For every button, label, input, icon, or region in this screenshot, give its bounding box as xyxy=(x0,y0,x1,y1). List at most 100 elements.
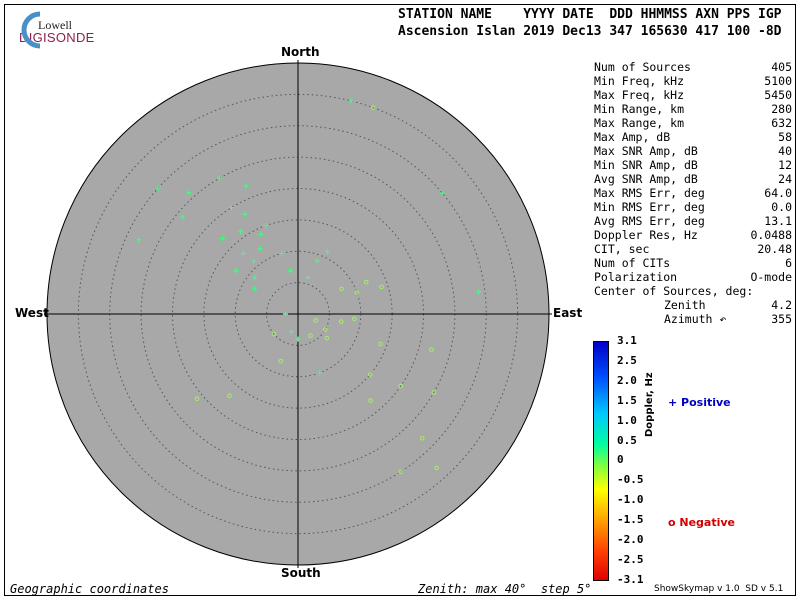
logo-digisonde-text: DIGISONDE xyxy=(19,30,95,45)
stat-label: Min SNR Amp, dB xyxy=(594,158,698,172)
stat-row: Zenith 4.2 xyxy=(594,298,792,312)
source-point-negative xyxy=(429,347,434,353)
stat-label: Max SNR Amp, dB xyxy=(594,144,698,158)
source-point-positive xyxy=(258,231,264,237)
stat-value: 20.48 xyxy=(757,242,792,256)
digisonde-logo-icon xyxy=(21,11,41,49)
colorbar-tick-label: 0.5 xyxy=(617,433,637,447)
stat-row: Avg SNR Amp, dB 24 xyxy=(594,172,792,186)
header-values: Ascension Islan 2019 Dec13 347 165630 41… xyxy=(398,24,782,39)
stat-label: Center of Sources, deg: xyxy=(594,284,754,298)
stat-row: Min Freq, kHz 5100 xyxy=(594,74,792,88)
stats-panel: Num of Sources 405 Min Freq, kHz 5100 Max Fr… xyxy=(594,60,792,326)
source-point-negative xyxy=(378,341,383,347)
stat-value: 13.1 xyxy=(764,214,792,228)
source-points xyxy=(136,98,482,475)
colorbar-tick-label: 2.5 xyxy=(617,353,637,367)
source-point-negative xyxy=(322,327,328,332)
stat-row: CIT, sec 20.48 xyxy=(594,242,792,256)
stat-value: 280 xyxy=(771,102,792,116)
stat-value: 5450 xyxy=(764,88,792,102)
stat-value: 40 xyxy=(778,144,792,158)
stat-label: Avg RMS Err, deg xyxy=(594,214,705,228)
stat-row: Center of Sources, deg: xyxy=(594,284,792,298)
colorbar-tick-label: 0 xyxy=(617,453,624,467)
source-point-positive xyxy=(476,289,482,295)
stat-label: Min Freq, kHz xyxy=(594,74,685,88)
source-point-positive xyxy=(305,275,311,281)
source-point-negative xyxy=(194,396,200,402)
source-point-negative xyxy=(271,331,277,337)
stat-row: Doppler Res, Hz 0.0488 xyxy=(594,228,792,242)
stat-row: Min Range, km 280 xyxy=(594,102,792,116)
source-point-positive xyxy=(439,190,445,196)
source-point-negative xyxy=(370,105,376,110)
stat-row: Max Amp, dB 58 xyxy=(594,130,792,144)
stat-value: 58 xyxy=(778,130,792,144)
stat-value: 64.0 xyxy=(764,186,792,200)
stat-row: Num of CITs 6 xyxy=(594,256,792,270)
stat-label: Azimuth ↶ xyxy=(664,312,727,326)
source-point-positive xyxy=(180,214,186,220)
stat-row: Min SNR Amp, dB 12 xyxy=(594,158,792,172)
source-point-positive xyxy=(263,223,269,229)
source-point-positive xyxy=(295,336,301,342)
stat-value: 632 xyxy=(771,116,792,130)
stat-label: Zenith xyxy=(664,298,706,312)
source-point-negative xyxy=(434,465,439,471)
stat-label: Min Range, km xyxy=(594,102,685,116)
source-point-positive xyxy=(287,268,293,274)
direction-east: East xyxy=(553,306,583,320)
stat-row: Max RMS Err, deg 64.0 xyxy=(594,186,792,200)
source-point-negative xyxy=(431,390,437,395)
source-point-positive xyxy=(316,370,322,376)
zenith-rings xyxy=(44,60,552,568)
header-columns: STATION NAME YYYY DATE DDD HHMMSS AXN PP… xyxy=(398,7,782,22)
stat-value: 355 xyxy=(771,312,792,326)
colorbar-tick-label: 2.0 xyxy=(617,373,637,387)
legend-positive: + Positive xyxy=(668,396,731,409)
source-point-positive xyxy=(243,183,249,189)
colorbar-title: Doppler, Hz xyxy=(644,372,655,437)
stat-label: Num of CITs xyxy=(594,256,671,270)
source-point-negative xyxy=(324,335,330,341)
source-point-positive xyxy=(240,250,246,256)
source-point-negative xyxy=(398,383,404,389)
source-point-negative xyxy=(398,469,403,475)
stat-label: Max RMS Err, deg xyxy=(594,186,705,200)
source-point-positive xyxy=(186,190,192,196)
source-point-positive xyxy=(136,237,142,243)
source-point-negative xyxy=(419,435,425,441)
stat-row: Azimuth ↶ 355 xyxy=(594,312,792,326)
source-point-negative xyxy=(363,279,369,285)
colorbar-tick-label: 3.1 xyxy=(617,334,637,347)
source-point-negative xyxy=(338,319,344,324)
stat-label: Max Freq, kHz xyxy=(594,88,685,102)
source-point-positive xyxy=(220,236,226,242)
colorbar-tick-label: -2.5 xyxy=(617,552,644,566)
stat-value: 0.0488 xyxy=(750,228,792,242)
stat-row: Max SNR Amp, dB 40 xyxy=(594,144,792,158)
source-point-positive xyxy=(257,246,263,252)
source-point-positive xyxy=(228,205,234,211)
stat-label: Max Range, km xyxy=(594,116,685,130)
stat-row: Min RMS Err, deg 0.0 xyxy=(594,200,792,214)
stat-value: O-mode xyxy=(750,270,792,284)
stat-label: CIT, sec xyxy=(594,242,650,256)
source-point-positive xyxy=(237,229,243,235)
footer-coordinates: Geographic coordinates xyxy=(10,582,169,596)
source-point-positive xyxy=(242,211,248,217)
stat-value: 405 xyxy=(771,60,792,74)
colorbar-tick-label: -2.0 xyxy=(617,533,644,546)
stat-label: Avg SNR Amp, dB xyxy=(594,172,698,186)
colorbar-tick-label: -0.5 xyxy=(617,473,644,487)
colorbar-tick-label: -1.5 xyxy=(617,513,644,527)
stat-row: Avg RMS Err, deg 13.1 xyxy=(594,214,792,228)
stat-value: 5100 xyxy=(764,74,792,88)
source-point-negative xyxy=(313,318,318,323)
source-point-negative xyxy=(354,290,360,295)
window-frame xyxy=(4,4,796,596)
direction-north: North xyxy=(281,45,320,59)
source-point-negative xyxy=(368,398,373,403)
